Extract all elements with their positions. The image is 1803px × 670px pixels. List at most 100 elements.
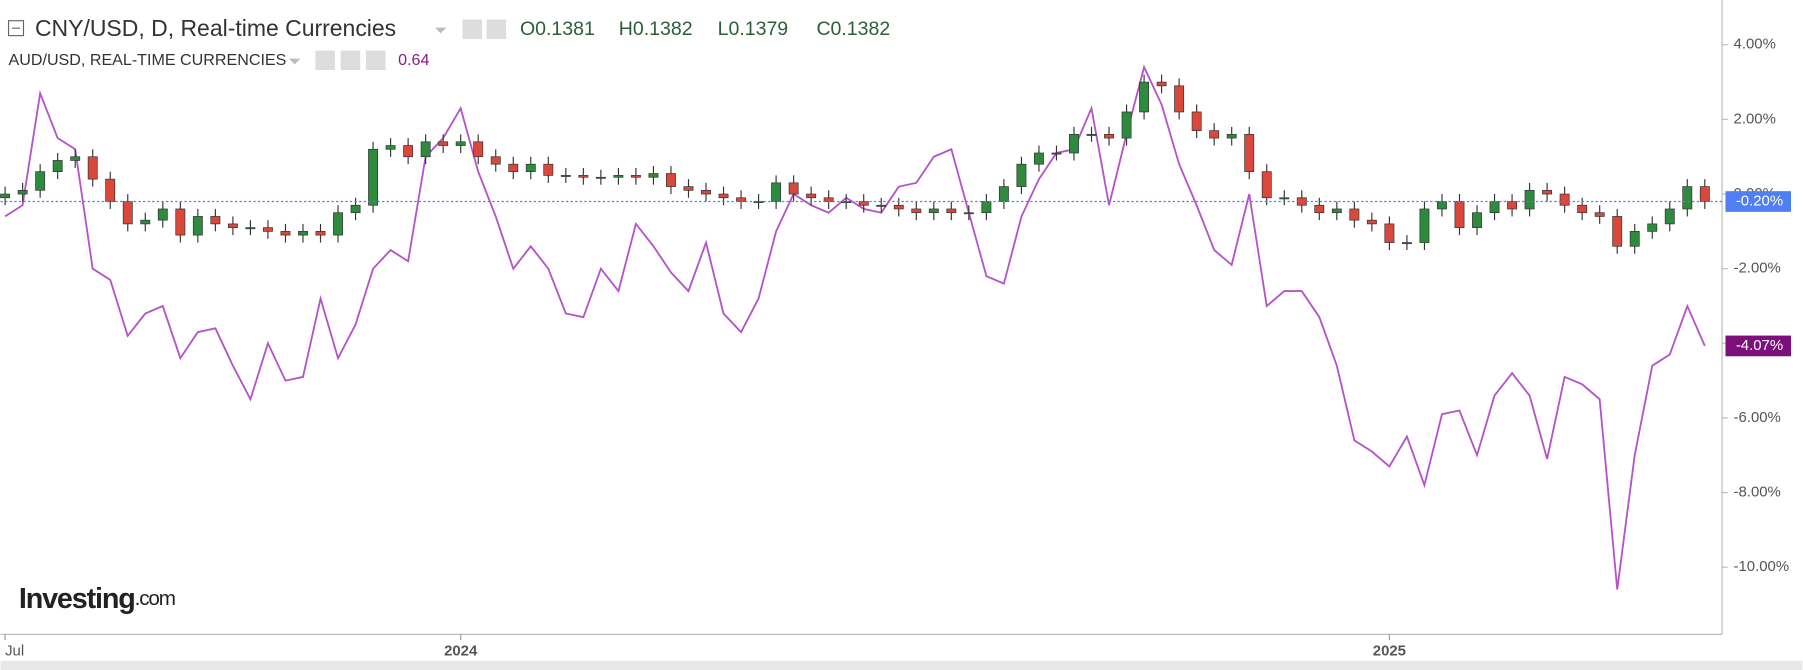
candle-body	[806, 193, 817, 199]
dropdown-icon[interactable]	[434, 27, 447, 34]
candle-body	[1349, 208, 1360, 221]
candle-body	[1261, 171, 1272, 199]
candle-body	[1016, 163, 1027, 187]
candle-body	[946, 208, 957, 214]
plot-area	[0, 64, 1723, 590]
candle-body	[841, 201, 852, 204]
series-title: AUD/USD, REAL-TIME CURRENCIES	[9, 51, 287, 69]
candle-body	[1209, 130, 1220, 139]
candle-body	[1174, 85, 1185, 113]
candle-body	[1454, 201, 1465, 228]
candle-body	[1139, 81, 1150, 113]
last-value-badge	[1725, 335, 1792, 357]
visibility-icon[interactable]	[315, 50, 335, 71]
candle-body	[385, 145, 396, 150]
candle-body	[928, 208, 939, 214]
candle-body	[1279, 197, 1290, 200]
candle-body	[122, 201, 133, 225]
candle-body	[1507, 201, 1518, 210]
candle-body	[192, 216, 203, 236]
ohlc-label: H	[619, 18, 633, 40]
candle-body	[1489, 201, 1500, 214]
collapse-icon[interactable]	[7, 20, 25, 37]
candle-body	[595, 176, 606, 179]
candle-body	[263, 227, 273, 232]
y-tick-label: -10.00%	[1734, 558, 1790, 575]
candle-body	[350, 204, 361, 214]
y-tick-label: -2.00%	[1734, 260, 1781, 277]
last-value-label: -0.20%	[1736, 192, 1783, 209]
candle-body	[227, 223, 238, 228]
candle-body	[1384, 223, 1395, 243]
ohlc-value: 0.1379	[728, 18, 788, 40]
candle-body	[1559, 193, 1570, 206]
candle-body	[17, 189, 28, 195]
candle-body	[1419, 208, 1430, 243]
candle-body	[648, 173, 659, 178]
candle-body	[1034, 152, 1044, 165]
x-tick-label: 2025	[1373, 643, 1406, 660]
candle-body	[1647, 223, 1658, 232]
candle-body	[1244, 133, 1255, 172]
candle-body	[52, 160, 63, 172]
close-icon[interactable]	[365, 50, 386, 71]
ohlc-label: O	[520, 18, 535, 40]
candle-body	[1524, 189, 1535, 210]
candle-body	[1104, 133, 1114, 139]
settings-icon[interactable]	[486, 19, 507, 40]
dropdown-icon[interactable]	[288, 58, 301, 65]
settings-icon[interactable]	[340, 50, 361, 71]
candle-body	[1331, 208, 1342, 214]
logo-suffix: .com	[135, 587, 175, 610]
ohlc-label: C	[816, 18, 830, 40]
candle-body	[438, 141, 449, 146]
candle-body	[105, 178, 116, 202]
candle-body	[333, 212, 343, 236]
candle-body	[508, 163, 519, 172]
y-tick-label: -8.00%	[1734, 484, 1781, 501]
candle-body	[876, 204, 887, 207]
candle-body	[858, 201, 869, 206]
candle-body	[1612, 216, 1623, 247]
candle-body	[157, 208, 168, 221]
candle-body	[613, 175, 624, 178]
candle-body	[1699, 186, 1710, 202]
candle-body	[0, 193, 11, 199]
candle-body	[298, 231, 308, 236]
candle-body	[140, 219, 151, 225]
y-tick-label: 4.00%	[1734, 36, 1776, 53]
ohlc-item: H0.1382	[619, 18, 693, 40]
candle-body	[701, 189, 711, 195]
candle-body	[35, 171, 46, 191]
candle-body	[473, 141, 484, 158]
candle-body	[1314, 204, 1325, 214]
header: CNY/USD, D, Real-time Currencies O0.1381…	[7, 15, 890, 71]
candle-body	[718, 193, 729, 199]
y-tick-label: 2.00%	[1734, 110, 1776, 127]
ohlc-item: C0.1382	[816, 18, 890, 40]
ohlc-item: L0.1379	[718, 18, 789, 40]
y-tick-label: -6.00%	[1734, 409, 1781, 426]
candle-body	[1156, 81, 1167, 87]
candle-body	[245, 227, 256, 230]
candle-body	[210, 216, 221, 225]
candle-body	[981, 201, 992, 214]
candle-body	[1542, 189, 1553, 195]
ohlc-value: 0.1382	[831, 18, 891, 40]
candle-body	[771, 182, 782, 202]
ohlc-label: L	[718, 18, 729, 40]
ohlc-value: 0.1382	[633, 18, 693, 40]
candle-body	[578, 175, 589, 178]
candle-body	[455, 141, 466, 146]
visibility-icon[interactable]	[462, 19, 483, 40]
candle-body	[963, 212, 974, 215]
candle-body	[911, 208, 922, 214]
last-value-label: -4.07%	[1736, 337, 1783, 354]
candle-body	[1401, 242, 1412, 245]
candle-body	[70, 156, 81, 161]
last-value-badge	[1725, 191, 1792, 212]
candle-body	[666, 173, 676, 187]
